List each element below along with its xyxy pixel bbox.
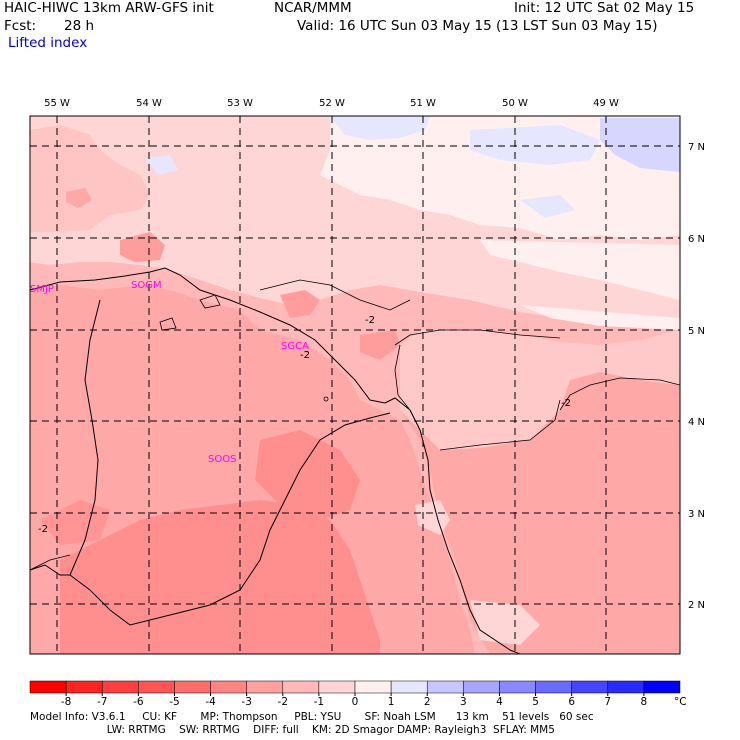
- lon-label: 52 W: [319, 98, 345, 109]
- lon-label: 50 W: [502, 98, 528, 109]
- colorbar-tick-label: 8: [641, 696, 648, 708]
- colorbar-tick-label: -4: [205, 696, 216, 708]
- colorbar-swatch: [426, 680, 464, 694]
- latitude-labels: 7 N 6 N 5 N 4 N 3 N 2 N: [688, 142, 705, 611]
- field-name: Lifted index: [8, 35, 88, 51]
- colorbar-unit: °C: [674, 696, 687, 708]
- colorbar-swatch: [643, 680, 681, 694]
- colorbar-tick-label: 2: [424, 696, 431, 708]
- station-smjp: SMJP: [30, 284, 54, 295]
- colorbar-tick-label: 5: [532, 696, 539, 708]
- shaded-field: [30, 116, 680, 654]
- colorbar-tick-label: -7: [97, 696, 107, 708]
- model-info-line2: LW: RRTMG SW: RRTMG DIFF: full KM: 2D Sm…: [30, 724, 555, 736]
- colorbar-tick-label: -6: [133, 696, 144, 708]
- plot-frame: [29, 115, 681, 655]
- lat-label: 3 N: [688, 509, 705, 520]
- colorbar-swatch: [29, 680, 67, 694]
- init-time: Init: 12 UTC Sat 02 May 15: [514, 0, 695, 16]
- model-info-line1: Model Info: V3.6.1 CU: KF MP: Thompson P…: [30, 711, 594, 723]
- organization: NCAR/MMM: [274, 0, 352, 16]
- colorbar-swatch: [535, 680, 572, 694]
- colorbar-tick-label: -5: [169, 696, 179, 708]
- colorbar: [29, 680, 681, 694]
- colorbar-swatch: [65, 680, 103, 694]
- colorbar-tick-label: 6: [568, 696, 575, 708]
- lat-label: 5 N: [688, 326, 705, 337]
- lon-label: 54 W: [136, 98, 162, 109]
- colorbar-swatch: [571, 680, 609, 694]
- colorbar-tick-label: 3: [460, 696, 467, 708]
- colorbar-swatch: [282, 680, 320, 694]
- colorbar-swatch: [390, 680, 428, 694]
- colorbar-swatch: [174, 680, 211, 694]
- lon-label: 53 W: [227, 98, 253, 109]
- contour-label: -2: [38, 524, 48, 535]
- coastlines: [30, 267, 521, 654]
- contour-label: -2: [365, 315, 375, 326]
- station-soos: SOOS: [208, 454, 236, 465]
- station-sgca: SGCA: [281, 341, 309, 352]
- lat-label: 7 N: [688, 142, 705, 153]
- station-sogm: SOGM: [131, 280, 162, 291]
- colorbar-tick-label: 0: [352, 696, 359, 708]
- contour-label: -2: [561, 398, 571, 409]
- valid-time: Valid: 16 UTC Sun 03 May 15 (13 LST Sun …: [297, 18, 658, 34]
- colorbar-swatch: [138, 680, 175, 694]
- colorbar-swatch: [463, 680, 500, 694]
- lon-label: 51 W: [410, 98, 436, 109]
- forecast-hours: 28 h: [64, 18, 95, 34]
- colorbar-tick-label: -2: [278, 696, 288, 708]
- contour-label: -2: [300, 350, 310, 361]
- colorbar-swatch: [101, 680, 139, 694]
- colorbar-ticks: -8 -7 -6 -5 -4 -3 -2 -1 0 1 2 3 4 5 6 7 8: [61, 693, 647, 708]
- colorbar-tick-label: 4: [496, 696, 503, 708]
- colorbar-swatch: [210, 680, 247, 694]
- lat-label: 4 N: [688, 417, 705, 428]
- colorbar-tick-label: -1: [314, 696, 324, 708]
- colorbar-swatch: [354, 680, 392, 694]
- colorbar-swatch: [607, 680, 645, 694]
- latlon-grid: [30, 116, 680, 654]
- longitude-labels: 55 W 54 W 53 W 52 W 51 W 50 W 49 W: [44, 98, 619, 109]
- lon-label: 49 W: [593, 98, 619, 109]
- station-labels: SMJP SOGM SGCA SOOS: [30, 280, 309, 465]
- colorbar-tick-label: -8: [61, 696, 71, 708]
- model-title: HAIC-HIWC 13km ARW-GFS init: [4, 0, 214, 16]
- colorbar-swatch: [499, 680, 536, 694]
- lat-label: 2 N: [688, 600, 705, 611]
- colorbar-tick-label: 7: [604, 696, 611, 708]
- colorbar-swatch: [246, 680, 284, 694]
- colorbar-swatch: [318, 680, 356, 694]
- lat-label: 6 N: [688, 234, 705, 245]
- forecast-label: Fcst:: [4, 18, 37, 34]
- lon-label: 55 W: [44, 98, 70, 109]
- colorbar-tick-label: 1: [388, 696, 395, 708]
- contour-labels: -2 -2 -2 -2: [38, 315, 571, 535]
- colorbar-tick-label: -3: [241, 696, 251, 708]
